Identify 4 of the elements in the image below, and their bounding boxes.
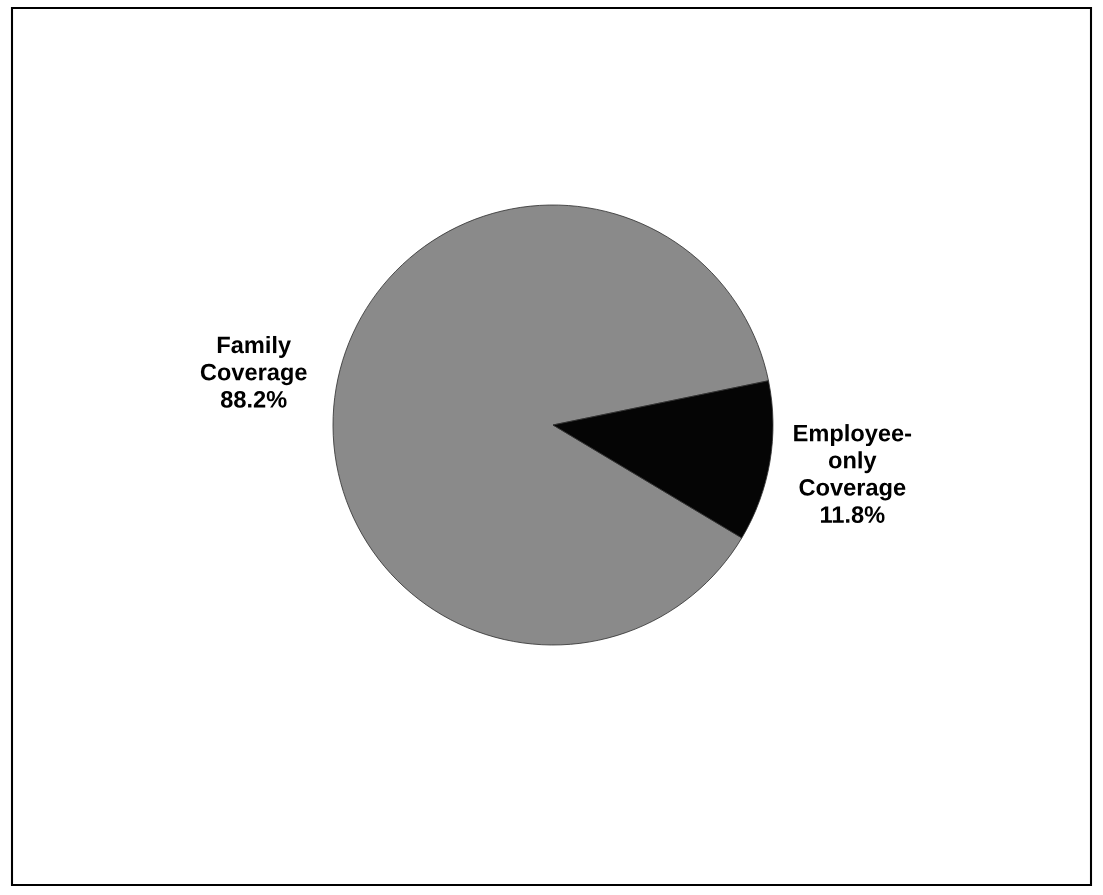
data-label: 11.8% — [820, 506, 885, 523]
slice-label: Employee- only Coverage — [794, 424, 912, 501]
slice-label: Family Coverage — [200, 335, 307, 386]
data-label: 88.2% — [220, 390, 287, 408]
